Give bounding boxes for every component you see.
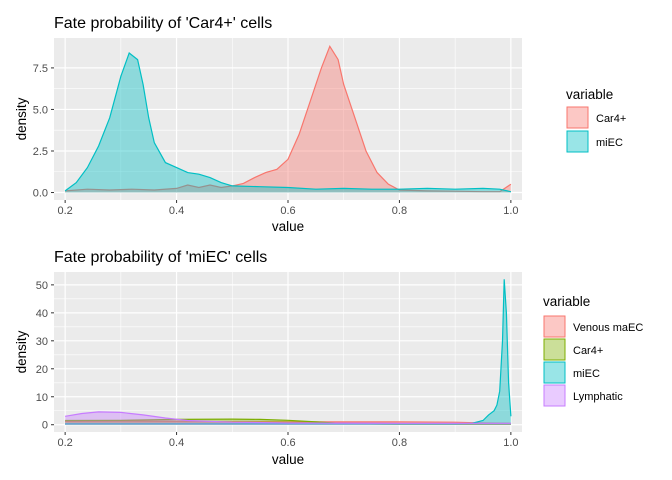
y-tick-label: 0: [42, 420, 48, 432]
density-area-miec: [65, 53, 511, 193]
chart-title: Fate probability of 'miEC' cells: [54, 249, 267, 266]
legend: variable Venous maEC Car4+ miEC Lymphati…: [543, 294, 643, 407]
legend-label-venous-maec: Venous maEC: [573, 322, 643, 334]
x-axis-ticks: 0.2 0.4 0.6 0.8 1.0: [57, 432, 519, 449]
legend-key-car4: [543, 338, 566, 361]
chart-title: Fate probability of 'Car4+' cells: [54, 15, 272, 32]
density-line-lymphatic: [65, 411, 511, 424]
y-axis-title: density: [14, 330, 29, 373]
density-line-miec: [64, 52, 512, 193]
y-tick-label: 5.0: [33, 104, 48, 116]
legend-key-venous-maec: [543, 315, 566, 338]
x-tick-label: 1.0: [503, 205, 518, 217]
x-tick-label: 0.2: [57, 437, 72, 449]
x-tick-label: 1.0: [503, 437, 518, 449]
x-tick-label: 0.8: [392, 205, 407, 217]
x-tick-label: 0.4: [169, 437, 184, 449]
y-tick-label: 40: [36, 308, 48, 320]
x-tick-label: 0.2: [57, 205, 72, 217]
x-axis-title: value: [272, 452, 304, 467]
legend-key-lymphatic: [543, 384, 566, 407]
y-tick-label: 7.5: [33, 63, 48, 75]
legend-key-car4: [566, 106, 589, 129]
legend-title: variable: [566, 87, 613, 102]
y-tick-label: 10: [36, 392, 48, 404]
x-tick-label: 0.6: [280, 205, 295, 217]
y-tick-label: 20: [36, 364, 48, 376]
density-line-miec: [65, 279, 512, 425]
legend: variable Car4+ miEC: [566, 87, 626, 153]
legend-key-miec: [566, 130, 589, 153]
legend-title: variable: [543, 294, 590, 309]
x-tick-label: 0.6: [280, 437, 295, 449]
y-axis-ticks: 0.0 2.5 5.0 7.5: [33, 63, 54, 200]
y-tick-label: 0.0: [33, 188, 48, 200]
y-axis-title: density: [14, 97, 29, 140]
density-areas: [65, 279, 512, 425]
density-area-car4: [65, 46, 511, 193]
x-tick-label: 0.4: [169, 205, 184, 217]
grid-lines: [54, 38, 522, 200]
y-axis-ticks: 0 10 20 30 40 50: [36, 280, 54, 432]
x-axis-ticks: 0.2 0.4 0.6 0.8 1.0: [57, 200, 519, 217]
density-areas: [64, 44, 512, 193]
legend-label-car4: Car4+: [573, 345, 603, 357]
y-tick-label: 2.5: [33, 146, 48, 158]
density-area-lymphatic: [65, 411, 511, 425]
y-tick-label: 50: [36, 280, 48, 292]
chart-panel-miec: Fate probability of 'miEC' cells 0 10 20…: [14, 249, 643, 467]
x-tick-label: 0.8: [392, 437, 407, 449]
legend-key-miec: [543, 361, 566, 384]
legend-label-car4: Car4+: [596, 113, 626, 125]
x-axis-title: value: [272, 219, 304, 234]
legend-label-lymphatic: Lymphatic: [573, 391, 623, 403]
y-tick-label: 30: [36, 336, 48, 348]
legend-label-miec: miEC: [596, 137, 623, 149]
legend-label-miec: miEC: [573, 368, 600, 380]
chart-panel-car4: Fate probability of 'Car4+' cells 0.0 2.…: [14, 15, 626, 234]
